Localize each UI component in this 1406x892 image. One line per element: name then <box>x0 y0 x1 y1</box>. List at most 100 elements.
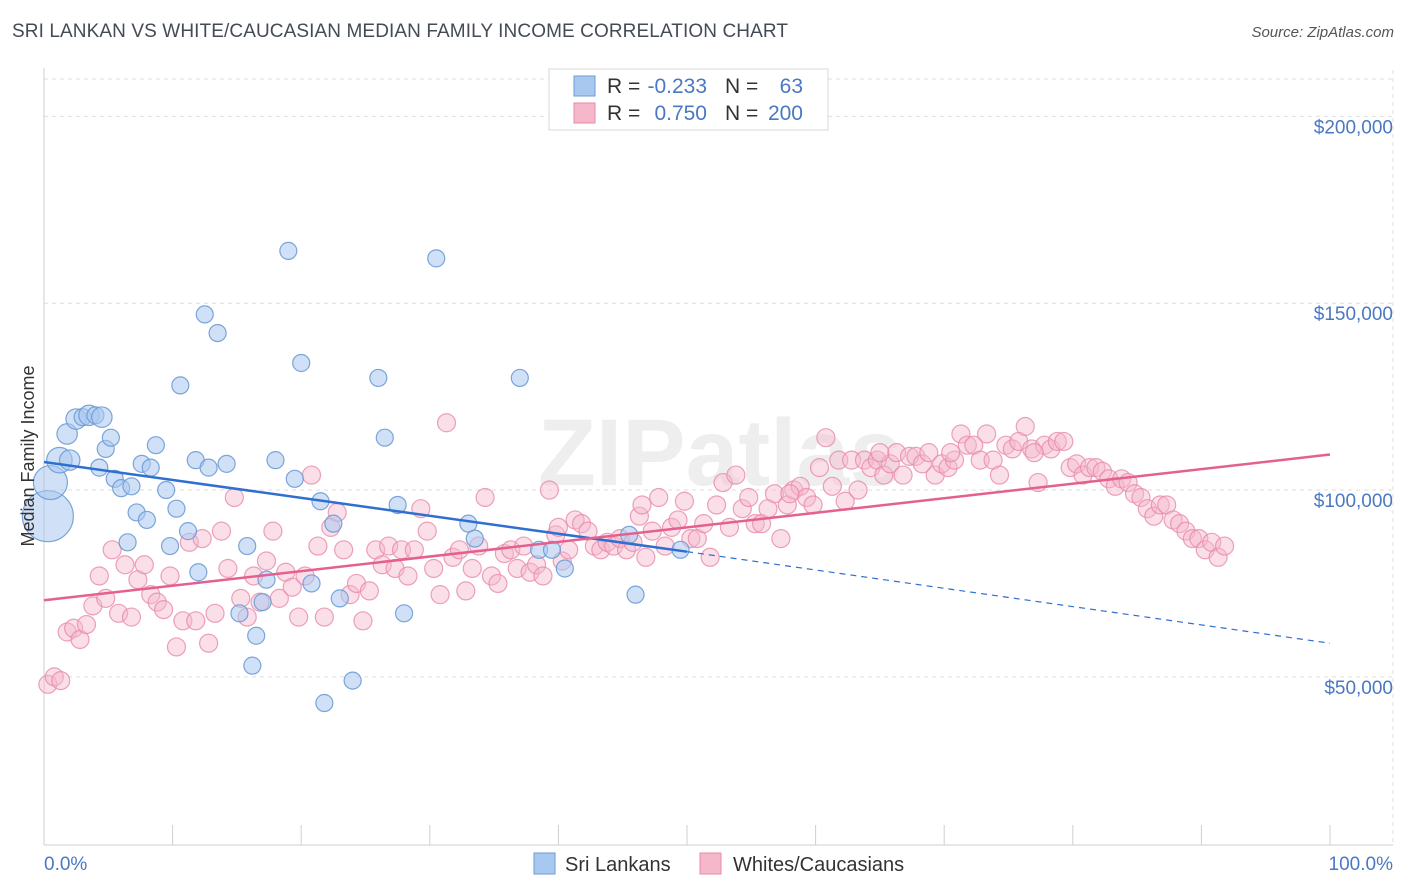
point-whites-13 <box>121 607 142 627</box>
point-whites-11 <box>108 603 129 623</box>
point-whites-133 <box>893 465 913 485</box>
point-whites-179 <box>1189 528 1209 549</box>
point-whites-34 <box>256 551 277 571</box>
legend-r-value-1: -0.233 <box>647 75 707 98</box>
point-srilankans-52 <box>394 604 414 623</box>
point-whites-27 <box>211 521 232 541</box>
point-whites-109 <box>739 487 759 508</box>
point-srilankans-10 <box>90 458 109 477</box>
point-srilankans-41 <box>285 469 304 488</box>
point-whites-56 <box>398 566 418 586</box>
chart-title: SRI LANKAN VS WHITE/CAUCASIAN MEDIAN FAM… <box>12 21 789 42</box>
point-whites-0 <box>38 674 58 694</box>
legend-n-label-2: N = <box>725 102 758 125</box>
point-whites-185 <box>941 443 961 463</box>
point-whites-122 <box>822 476 842 496</box>
point-whites-43 <box>314 607 334 627</box>
point-whites-142 <box>951 424 971 444</box>
point-whites-152 <box>1015 416 1035 437</box>
axes <box>43 68 1393 846</box>
point-whites-104 <box>706 495 727 515</box>
point-whites-95 <box>649 487 669 508</box>
point-whites-59 <box>417 521 437 541</box>
point-whites-166 <box>1105 476 1125 496</box>
point-whites-187 <box>780 484 800 504</box>
point-whites-29 <box>224 487 244 508</box>
point-srilankans-16 <box>122 477 141 496</box>
point-whites-53 <box>379 536 399 556</box>
legend-swatch-blue <box>573 75 596 97</box>
trend-line-srilankans-extension <box>686 551 1331 644</box>
point-whites-49 <box>353 611 373 631</box>
point-whites-68 <box>475 487 495 508</box>
y-tick-labels: $50,000 $100,000 $150,000 $200,000 <box>1314 117 1393 698</box>
point-srilankans-50 <box>375 428 394 447</box>
legend-n-value-2: 200 <box>768 102 803 125</box>
point-srilankans-42 <box>292 353 311 373</box>
point-whites-183 <box>1214 536 1235 556</box>
point-whites-70 <box>488 573 508 594</box>
legend-r-label-1: R = <box>607 75 640 98</box>
bottom-legend: Sri Lankans Whites/Caucasians <box>533 852 904 876</box>
point-srilankans-29 <box>195 305 214 324</box>
point-srilankans-47 <box>315 693 334 713</box>
point-whites-157 <box>1047 431 1067 452</box>
point-whites-61 <box>430 585 450 605</box>
y-axis-label: Median Family Income <box>18 365 38 546</box>
point-srilankans-53 <box>427 249 446 268</box>
point-srilankans-9 <box>91 406 113 428</box>
point-whites-10 <box>102 540 122 560</box>
point-whites-46 <box>334 540 354 560</box>
point-whites-92 <box>629 506 650 526</box>
point-srilankans-39 <box>266 451 285 470</box>
y-tick-label-0: $50,000 <box>1324 678 1393 699</box>
point-srilankans-61 <box>626 585 645 604</box>
point-srilankans-20 <box>141 458 160 477</box>
point-srilankans-33 <box>230 604 249 623</box>
point-whites-18 <box>153 599 174 620</box>
point-whites-150 <box>1002 439 1022 459</box>
point-srilankans-30 <box>199 458 218 477</box>
point-whites-20 <box>166 637 187 657</box>
point-whites-62 <box>436 413 457 433</box>
legend-r-label-2: R = <box>607 102 640 125</box>
point-srilankans-26 <box>178 522 198 541</box>
point-whites-72 <box>501 540 521 560</box>
point-whites-2 <box>51 670 71 691</box>
point-whites-188 <box>632 495 652 515</box>
point-whites-12 <box>115 555 135 575</box>
point-whites-121 <box>816 428 836 448</box>
series-srilankans-points <box>21 241 690 713</box>
point-whites-26 <box>205 603 225 623</box>
trend-line-whites <box>43 453 1331 602</box>
point-whites-39 <box>289 607 309 627</box>
point-srilankans-45 <box>324 514 343 533</box>
chart-source: Source: ZipAtlas.com <box>1251 24 1394 41</box>
point-srilankans-36 <box>243 656 262 675</box>
point-srilankans-34 <box>238 536 257 556</box>
point-whites-60 <box>424 558 444 579</box>
point-whites-146 <box>977 424 997 444</box>
legend-n-label-1: N = <box>725 75 758 98</box>
point-srilankans-25 <box>171 376 190 395</box>
point-whites-184 <box>1024 443 1044 463</box>
point-srilankans-31 <box>208 323 227 343</box>
point-whites-158 <box>1054 431 1074 452</box>
point-whites-83 <box>571 514 592 534</box>
point-whites-41 <box>301 465 322 485</box>
point-srilankans-48 <box>343 671 362 690</box>
point-whites-132 <box>887 443 907 463</box>
point-srilankans-12 <box>101 428 120 447</box>
point-whites-113 <box>764 484 785 504</box>
point-whites-107 <box>726 465 746 485</box>
point-srilankans-23 <box>160 536 180 556</box>
point-srilankans-46 <box>330 589 349 608</box>
point-srilankans-51 <box>388 495 407 515</box>
point-whites-160 <box>1067 454 1087 474</box>
point-whites-4 <box>63 618 84 638</box>
point-srilankans-22 <box>157 480 176 500</box>
point-srilankans-21 <box>146 436 165 455</box>
bottom-legend-swatch-pink <box>699 852 722 875</box>
point-whites-126 <box>848 480 868 500</box>
